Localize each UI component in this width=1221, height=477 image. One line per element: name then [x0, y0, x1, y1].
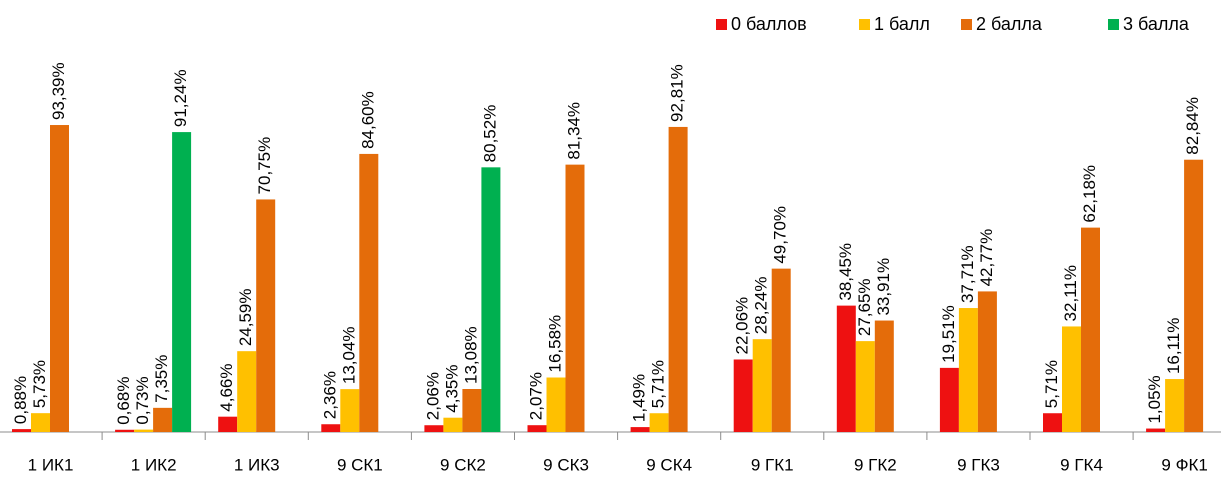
bar: [1146, 428, 1166, 432]
value-label: 0,68%: [114, 377, 133, 425]
value-label: 38,45%: [836, 243, 855, 301]
bar: [481, 167, 501, 433]
value-label: 1,05%: [1145, 375, 1164, 423]
value-label: 4,35%: [442, 364, 461, 412]
value-label: 2,07%: [526, 372, 545, 420]
bar: [256, 199, 276, 432]
value-label: 81,34%: [564, 102, 583, 160]
x-tick-label: 9 СК3: [543, 455, 589, 474]
x-tick-label: 9 ГК3: [957, 455, 1000, 474]
legend-swatch: [1108, 19, 1119, 30]
value-label: 33,91%: [874, 258, 893, 316]
value-label: 5,71%: [1042, 360, 1061, 408]
bar: [771, 268, 791, 432]
bar: [12, 429, 31, 432]
bar: [237, 351, 257, 432]
bar: [462, 389, 482, 432]
bar: [218, 416, 238, 432]
bar: [172, 132, 192, 432]
bar: [321, 424, 341, 432]
x-tick-label: 1 ИК2: [131, 455, 177, 474]
bar: [153, 407, 173, 432]
bar: [565, 164, 585, 432]
value-label: 37,71%: [958, 245, 977, 303]
value-label: 80,52%: [480, 105, 499, 163]
bar: [1081, 227, 1100, 432]
bar: [1062, 326, 1081, 432]
bar: [134, 429, 154, 432]
value-label: 5,71%: [649, 360, 668, 408]
value-label: 0,88%: [11, 376, 30, 424]
value-label: 16,11%: [1164, 318, 1183, 374]
value-label: 28,24%: [752, 277, 771, 335]
value-label: 62,18%: [1080, 165, 1099, 223]
value-label: 5,73%: [30, 360, 49, 408]
bar: [1165, 379, 1185, 432]
bar: [977, 291, 997, 432]
value-label: 49,70%: [771, 206, 790, 264]
value-label: 93,39%: [49, 62, 68, 120]
bar: [527, 425, 547, 432]
value-label: 82,84%: [1183, 97, 1202, 155]
x-tick-label: 9 ГК4: [1060, 455, 1103, 474]
legend-label: 3 балла: [1123, 14, 1190, 34]
x-tick-label: 9 ГК1: [751, 455, 794, 474]
value-label: 70,75%: [255, 137, 274, 195]
bar: [546, 377, 566, 432]
bar: [50, 125, 69, 432]
bar: [752, 339, 772, 432]
value-label: 0,73%: [133, 376, 152, 424]
x-tick-label: 1 ИК3: [234, 455, 280, 474]
legend-swatch: [961, 19, 972, 30]
value-label: 91,24%: [171, 69, 190, 127]
bar: [630, 427, 650, 432]
value-label: 22,06%: [733, 297, 752, 355]
value-label: 2,06%: [423, 372, 442, 420]
bar: [874, 320, 894, 432]
bar: [939, 367, 959, 432]
value-label: 27,65%: [855, 278, 874, 336]
value-label: 13,04%: [339, 326, 358, 384]
value-label: 24,59%: [236, 289, 255, 347]
bar: [359, 153, 379, 432]
legend-swatch: [859, 19, 870, 30]
value-label: 13,08%: [461, 326, 480, 384]
value-label: 7,35%: [152, 355, 171, 403]
x-tick-label: 9 ГК2: [854, 455, 897, 474]
bar: [1043, 413, 1062, 432]
value-label: 19,51%: [939, 305, 958, 363]
bar: [1184, 159, 1204, 432]
x-tick-label: 9 СК2: [440, 455, 486, 474]
value-label: 32,11%: [1061, 265, 1080, 321]
value-label: 4,66%: [217, 363, 236, 411]
x-tick-label: 9 ФК1: [1161, 455, 1207, 474]
bar: [836, 305, 856, 432]
bar: [115, 429, 135, 432]
bar: [340, 389, 360, 432]
x-tick-label: 9 СК1: [337, 455, 383, 474]
value-label: 84,60%: [358, 91, 377, 149]
bar: [668, 126, 688, 432]
x-tick-label: 9 СК4: [646, 455, 692, 474]
value-label: 92,81%: [668, 64, 687, 122]
bar: [443, 417, 463, 432]
value-label: 42,77%: [977, 229, 996, 287]
bar: [958, 308, 978, 432]
bar: [649, 413, 669, 432]
legend-label: 1 балл: [874, 14, 930, 34]
value-label: 2,36%: [320, 371, 339, 419]
legend-label: 2 балла: [976, 14, 1043, 34]
value-label: 1,49%: [630, 374, 649, 422]
bar: [733, 359, 753, 432]
bar: [424, 425, 444, 432]
legend-swatch: [716, 19, 727, 30]
bar: [31, 413, 50, 432]
x-tick-label: 1 ИК1: [28, 455, 74, 474]
bar: [855, 341, 875, 432]
value-label: 16,58%: [545, 315, 564, 373]
legend-label: 0 баллов: [731, 14, 807, 34]
